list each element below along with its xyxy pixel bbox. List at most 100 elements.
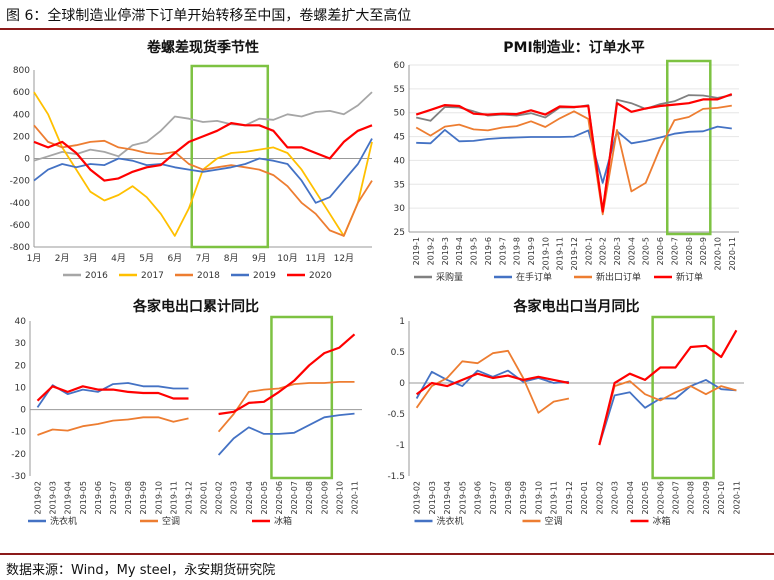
x-tick-label: 2020-09 [320,481,329,514]
x-tick-label: 2019-04 [443,481,452,514]
x-tick-label: 2019-2 [427,237,436,265]
x-tick-label: 2月 [55,253,70,264]
x-tick-label: 2020-11 [350,481,359,514]
x-tick-label: 2020-05 [641,481,650,514]
y-tick-label: 1 [399,317,405,327]
y-tick-label: 0.5 [391,348,405,358]
x-tick-label: 2019-4 [455,237,464,265]
y-tick-label: 60 [394,61,406,71]
x-tick-label: 2019-07 [109,481,118,514]
series-line-2020 [33,121,373,182]
legend-label: 冰箱 [653,515,671,527]
x-tick-label: 2020-2 [599,237,608,265]
spread-seasonality-chart: 卷螺差现货季节性 -800 -600 -400 -200 0 200 400 600 800 1月 2… [10,39,373,281]
x-tick-label: 2019-11 [556,237,565,270]
x-tick-label: 2020-6 [656,237,665,265]
x-tick-label: 2020-01 [200,481,209,514]
x-tick-label: 2019-02 [34,481,43,514]
x-tick-label: 2020-04 [245,481,254,514]
x-tick-label: 2020-03 [230,481,239,514]
pmi-order-chart: PMI制造业：订单水平 25 30 35 40 45 50 55 60 2019-1 2019-2 2… [394,39,739,283]
x-tick-label: 2020-11 [728,237,737,270]
series-line-冰箱 [218,333,356,416]
y-tick-label: 50 [394,109,406,119]
x-tick-label: 5月 [139,253,154,264]
x-tick-label: 2020-07 [671,481,680,514]
x-tick-label: 2019-10 [541,237,550,270]
x-tick-label: 2019-10 [534,481,543,514]
y-tick-label: 30 [15,339,27,349]
legend-label: 洗衣机 [437,515,464,527]
y-tick-label: -20 [11,450,26,460]
x-tick-label: 2019-9 [527,237,536,265]
highlight-box [666,59,712,236]
chart-title: 各家电出口累计同比 [132,298,259,315]
legend-label: 洗衣机 [50,515,77,527]
legend-label: 空调 [545,515,563,527]
y-tick-label: -600 [10,221,31,231]
series-line-空调 [217,381,355,433]
x-tick-label: 2019-3 [441,237,450,265]
x-tick-label: 2020-06 [656,481,665,514]
appliance-cumulative-chart: 各家电出口累计同比 -30 -20 -10 0 10 20 30 40 2019-02 2019-0… [11,298,362,527]
x-tick-label: 2019-11 [550,481,559,514]
x-tick-label: 4月 [111,253,126,264]
legend-label: 冰箱 [274,515,292,527]
x-tick-label: 2020-09 [702,481,711,514]
x-tick-label: 2019-12 [570,237,579,270]
legend-label: 2017 [141,271,164,281]
x-tick-label: 2020-10 [713,237,722,270]
x-tick-label: 12月 [334,253,354,264]
x-tick-label: 2020-5 [642,237,651,265]
y-tick-label: 30 [394,204,406,214]
footer-rule [0,553,774,555]
x-tick-label: 2020-04 [626,481,635,514]
highlight-box [270,315,334,480]
x-tick-label: 2020-03 [611,481,620,514]
y-tick-label: 0 [24,155,30,165]
y-tick-label: -1.5 [387,472,405,482]
x-tick-label: 2019-10 [154,481,163,514]
series-line-洗衣机 [598,379,737,446]
x-tick-label: 2019-04 [64,481,73,514]
source-note: 数据来源：Wind，My steel，永安期货研究院 [6,563,276,578]
x-tick-label: 2019-06 [94,481,103,514]
legend-label: 在手订单 [516,271,552,283]
y-tick-label: 200 [13,132,30,142]
y-tick-label: -1 [396,441,405,451]
y-tick-label: 600 [13,88,30,98]
y-tick-label: 400 [13,110,30,120]
x-tick-label: 2020-07 [290,481,299,514]
x-tick-label: 2019-6 [484,237,493,265]
x-tick-label: 2019-08 [124,481,133,514]
x-tick-label: 2020-4 [627,237,636,265]
y-tick-label: 55 [394,85,405,95]
legend-label: 2019 [253,271,276,281]
series-line-冰箱 [36,385,189,402]
series-line-空调 [598,380,737,446]
x-tick-label: 3月 [83,253,98,264]
x-tick-label: 2019-07 [489,481,498,514]
x-tick-label: 2020-1 [584,237,593,265]
y-tick-label: 800 [13,66,30,76]
y-tick-label: 10 [15,383,27,393]
x-tick-label: 10月 [277,253,297,264]
legend-label: 新订单 [676,271,703,283]
legend-label: 空调 [162,515,180,527]
x-tick-label: 8月 [224,253,239,264]
series-line-洗衣机 [217,412,355,456]
y-tick-label: -30 [11,472,26,482]
appliance-monthly-chart: 各家电出口当月同比 -1.5 -1 -0.5 0 0.5 1 2019-02 2019-03 20… [387,298,744,527]
x-tick-label: 7月 [196,253,211,264]
x-tick-label: 9月 [252,253,267,264]
series-line-空调 [37,416,189,436]
x-tick-label: 2019-12 [565,481,574,514]
legend-label: 2016 [85,271,108,281]
chart-title: 卷螺差现货季节性 [146,39,259,56]
y-tick-label: -0.5 [387,410,405,420]
x-tick-label: 2019-02 [413,481,422,514]
y-tick-label: 40 [15,317,27,327]
header-rule [0,28,774,30]
legend-label: 新出口订单 [596,271,641,283]
x-tick-label: 2019-09 [139,481,148,514]
